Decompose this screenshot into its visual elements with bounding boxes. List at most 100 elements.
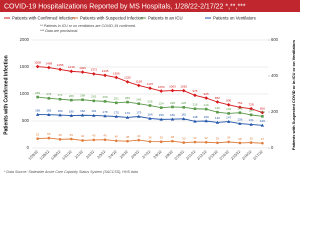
x-tick-label: 2/5/22 — [119, 150, 129, 160]
legend-label: Patients with Suspected Infection — [80, 15, 144, 20]
data-label: 178 — [103, 110, 108, 114]
y-tick-label: 1000 — [20, 91, 30, 96]
marker — [47, 97, 51, 100]
marker — [261, 141, 264, 145]
y2-tick-label: 400 — [271, 73, 279, 78]
marker — [80, 70, 85, 74]
x-tick-label: 1/28/22 — [28, 150, 39, 161]
data-label: 184 — [249, 109, 254, 113]
x-tick-label: 2/13/22 — [207, 150, 218, 161]
x-tick-label: 2/3/22 — [97, 150, 107, 160]
data-label: 1455 — [57, 63, 64, 67]
data-label: 160 — [170, 113, 175, 117]
data-label: 1063 — [169, 84, 176, 88]
marker — [216, 110, 219, 114]
x-tick-label: 2/7/22 — [141, 150, 151, 160]
legend-label: Patients in an ICU — [148, 15, 183, 20]
data-label: 142 — [215, 116, 220, 120]
marker — [58, 97, 62, 101]
data-label: 52 — [36, 132, 40, 136]
data-label: 656 — [260, 106, 265, 110]
marker — [58, 67, 62, 72]
data-label: 800 — [226, 99, 231, 103]
marker — [170, 88, 175, 93]
data-label: 218 — [192, 103, 197, 107]
marker — [204, 140, 208, 144]
data-label: 262 — [91, 95, 96, 99]
title-bar — [0, 0, 300, 12]
x-tick-label: 2/2/22 — [85, 150, 95, 160]
marker — [249, 113, 253, 117]
data-label: 159 — [159, 113, 164, 117]
marker — [58, 113, 62, 117]
marker — [238, 111, 242, 115]
data-label: 35 — [160, 135, 164, 139]
marker — [103, 100, 107, 103]
data-label: 48 — [58, 133, 62, 137]
data-label: 170 — [125, 111, 130, 115]
x-tick-label: 2/6/22 — [130, 150, 140, 160]
marker — [70, 137, 73, 141]
y-tick-label: 1500 — [20, 64, 30, 69]
x-tick-label: 2/9/22 — [164, 150, 174, 160]
data-label: 131 — [249, 118, 254, 122]
marker — [249, 141, 253, 144]
data-label: 162 — [181, 113, 186, 117]
x-tick-label: 2/12/22 — [196, 150, 207, 161]
data-label: 180 — [69, 109, 74, 113]
marker — [204, 96, 209, 100]
marker — [137, 114, 141, 118]
marker — [238, 141, 242, 145]
x-tick-label: 2/15/22 — [230, 150, 241, 161]
marker — [103, 73, 107, 78]
data-label: 1225 — [124, 76, 131, 80]
x-tick-label: 2/4/22 — [108, 150, 118, 160]
marker — [182, 141, 186, 144]
x-tick-label: 1/31/22 — [61, 150, 72, 161]
marker — [92, 138, 96, 142]
marker — [137, 102, 141, 106]
legend-label: Patients on Ventilators — [213, 15, 256, 20]
marker — [126, 100, 129, 104]
data-label: 38 — [171, 135, 175, 139]
marker — [70, 98, 73, 102]
marker — [182, 117, 186, 121]
marker — [238, 105, 242, 110]
marker — [36, 95, 39, 99]
data-label: 224 — [159, 101, 164, 105]
data-label: 55 — [47, 132, 51, 136]
marker — [193, 140, 197, 144]
data-label: 226 — [181, 101, 186, 105]
marker — [126, 139, 129, 143]
data-label: 175 — [114, 110, 119, 114]
marker — [114, 101, 118, 105]
marker — [91, 72, 96, 76]
marker — [35, 112, 40, 116]
data-label: 236 — [147, 99, 152, 103]
data-label: 175 — [136, 110, 141, 114]
data-label: 46 — [103, 134, 107, 138]
data-label: 1107 — [147, 82, 154, 86]
data-label: 259 — [103, 95, 108, 99]
data-label: 183 — [58, 109, 63, 113]
data-label: 852 — [215, 96, 220, 100]
data-label: 186 — [35, 108, 40, 112]
marker — [249, 122, 253, 126]
chart-title: COVID-19 Hospitalizations Reported by MS… — [4, 3, 246, 10]
marker — [238, 121, 242, 125]
data-label: 42 — [81, 134, 85, 138]
data-label: 1406 — [79, 66, 86, 70]
x-tick-label: 2/8/22 — [153, 150, 163, 160]
data-label: 150 — [204, 115, 209, 119]
marker — [260, 110, 265, 115]
data-label: 754 — [237, 101, 242, 105]
note: ** Patients in ICU or on ventilators are… — [40, 24, 136, 28]
data-label: 34 — [227, 136, 231, 140]
x-tick-label: 2/11/22 — [185, 150, 196, 161]
x-tick-label: 2/10/22 — [174, 150, 185, 161]
data-label: 30 — [249, 136, 253, 140]
data-label: 29 — [216, 137, 220, 141]
data-label: 28 — [238, 137, 242, 141]
data-label: 976 — [192, 89, 197, 93]
data-label: 40 — [115, 135, 119, 139]
